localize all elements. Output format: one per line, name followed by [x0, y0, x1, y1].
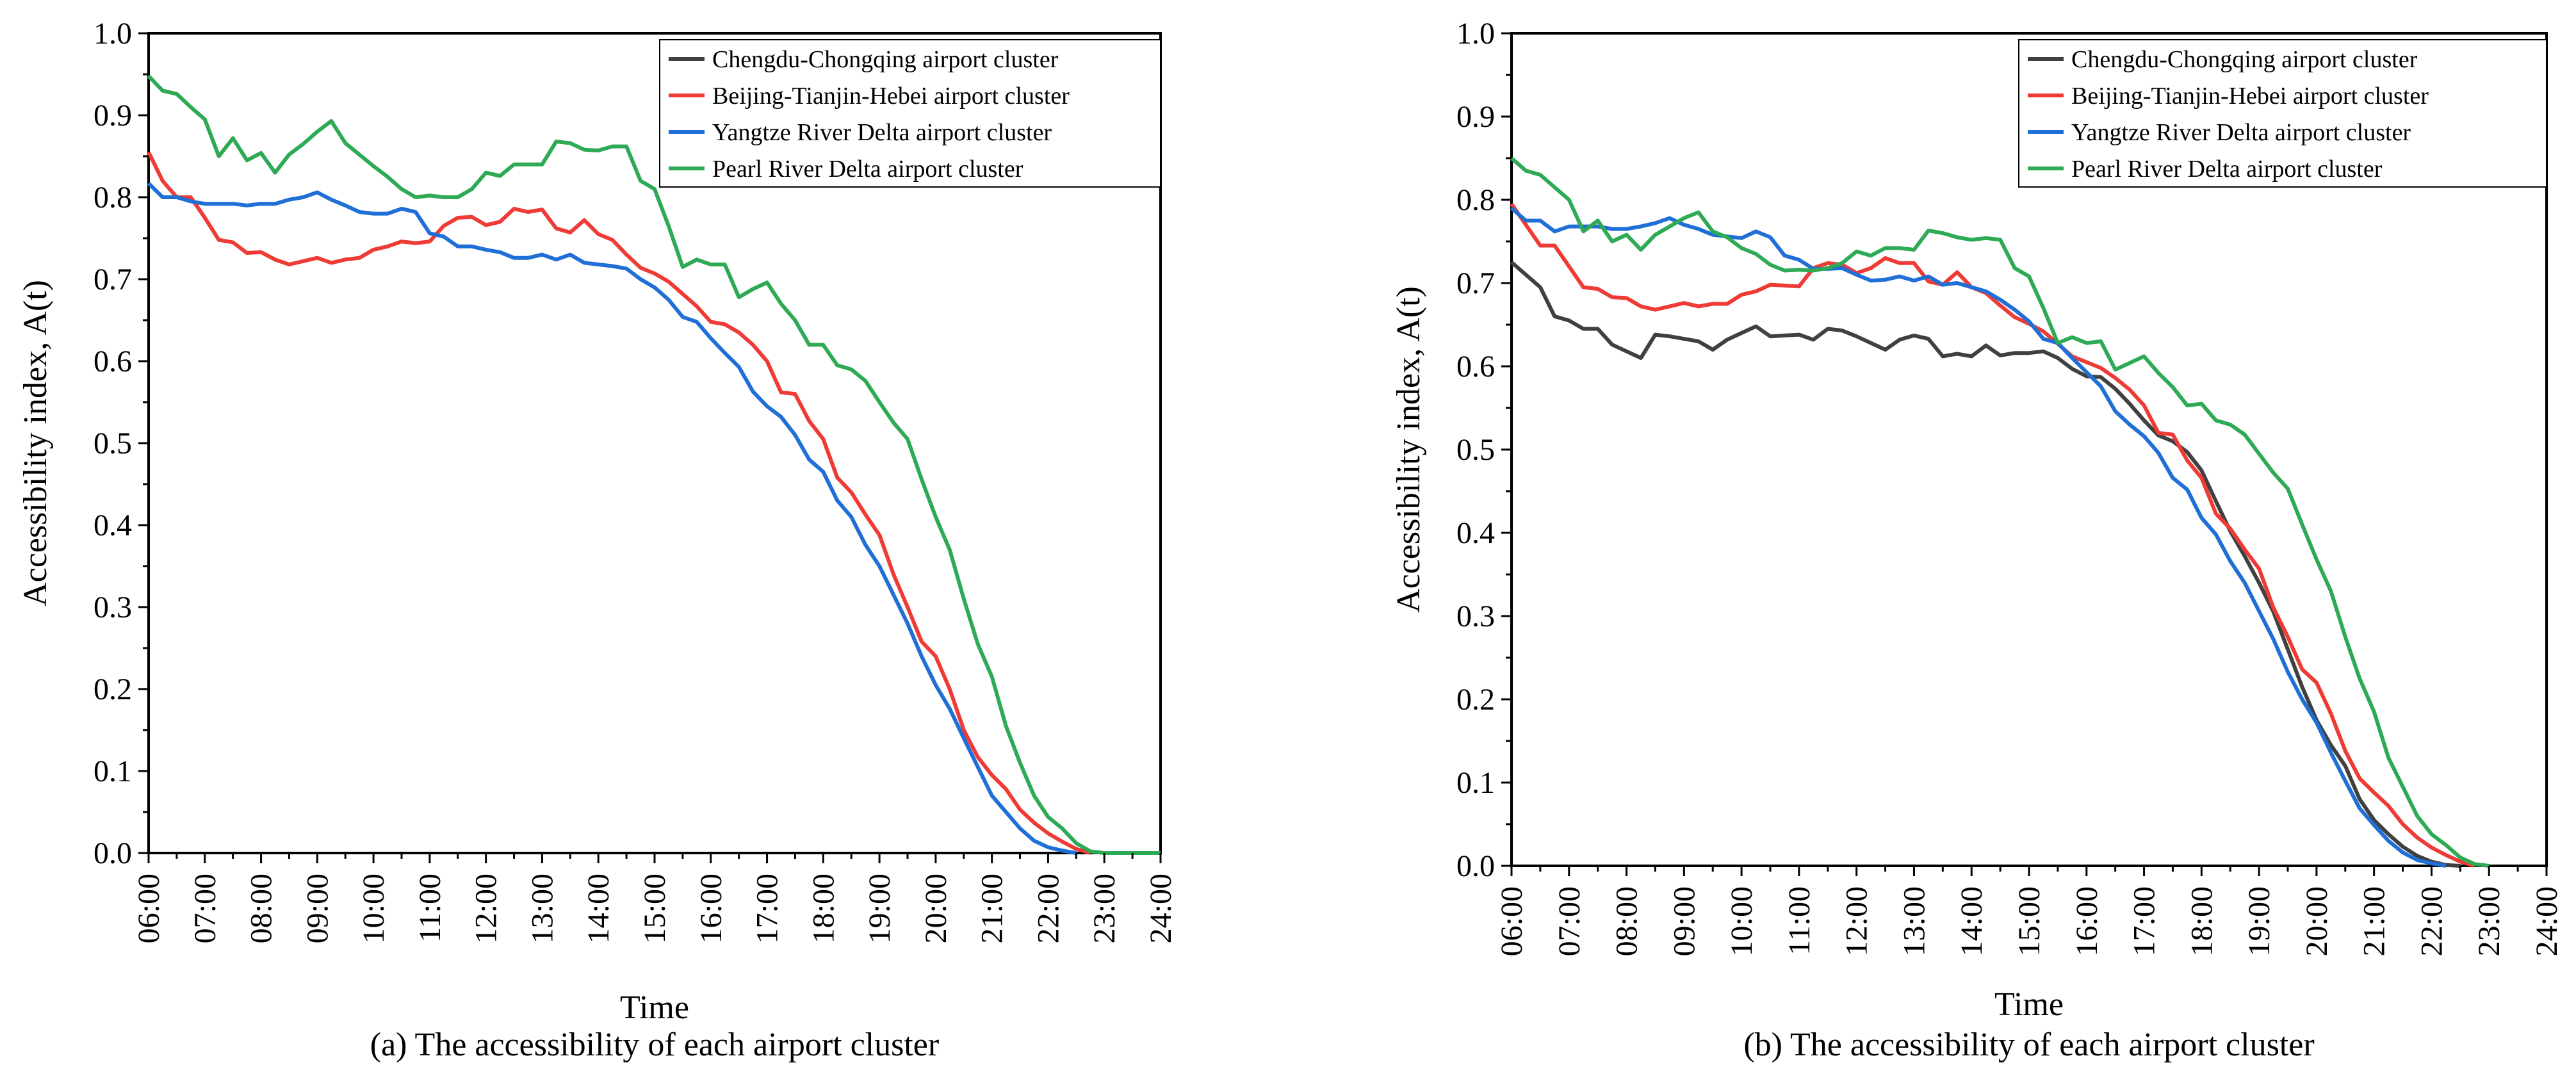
- x-tick-label: 19:00: [863, 874, 897, 943]
- y-tick-label: 0.9: [94, 99, 132, 133]
- x-tick-label: 17:00: [2128, 886, 2162, 956]
- series-line-a-3: [147, 74, 1161, 855]
- series-line-a-2: [147, 182, 1077, 855]
- legend-label: Yangtze River Delta airport cluster: [712, 119, 1052, 146]
- series-layer-a: [147, 74, 1161, 855]
- caption-a: (a) The accessibility of each airport cl…: [370, 1027, 939, 1063]
- y-tick-label: 0.6: [94, 345, 132, 378]
- x-axis-title-b: Time: [1994, 986, 2064, 1023]
- x-axis-title-a: Time: [620, 989, 689, 1026]
- series-line-b-0: [1510, 261, 2461, 868]
- x-tick-label: 21:00: [2358, 886, 2392, 956]
- x-tick-label: 19:00: [2242, 886, 2276, 956]
- x-tick-label: 16:00: [2070, 886, 2104, 956]
- y-tick-label: 0.4: [94, 508, 132, 542]
- legend-label: Chengdu-Chongqing airport cluster: [2071, 46, 2418, 73]
- y-tick-label: 0.1: [94, 754, 132, 788]
- y-tick-label: 1.0: [1456, 17, 1495, 51]
- x-tick-label: 09:00: [300, 874, 334, 943]
- legend-a: Chengdu-Chongqing airport cluster Beijing…: [659, 39, 1161, 188]
- legend-box: [659, 39, 1161, 188]
- legend-label: Pearl River Delta airport cluster: [2071, 156, 2383, 183]
- x-tick-label: 10:00: [1725, 886, 1759, 956]
- x-tick-label: 14:00: [582, 874, 615, 943]
- x-tick-label: 06:00: [132, 874, 166, 943]
- y-tick-label: 0.2: [1456, 683, 1495, 717]
- series-line-b-3: [1510, 156, 2490, 868]
- chart-panel-b: 0.00.10.20.30.40.50.60.70.80.91.0 06:00 0…: [1390, 17, 2564, 1063]
- x-tick-label: 24:00: [2530, 886, 2564, 956]
- series-line-b-1: [1510, 202, 2475, 868]
- series-line-b-2: [1510, 206, 2447, 868]
- legend-label: Yangtze River Delta airport cluster: [2071, 119, 2411, 146]
- legend-label: Chengdu-Chongqing airport cluster: [712, 46, 1059, 73]
- y-tick-label: 0.8: [1456, 183, 1495, 217]
- y-tick-label: 0.2: [94, 672, 132, 706]
- x-tick-label: 12:00: [469, 874, 503, 943]
- y-tick-label: 0.8: [94, 181, 132, 215]
- y-tick-label: 0.4: [1456, 516, 1495, 550]
- y-tick-label: 0.9: [1456, 100, 1495, 134]
- caption-b: (b) The accessibility of each airport cl…: [1743, 1027, 2314, 1063]
- x-tick-label: 23:00: [2472, 886, 2506, 956]
- chart-panel-a: 0.00.10.20.30.40.50.60.70.80.91.0 06:00 0…: [17, 17, 1178, 1063]
- x-tick-label: 24:00: [1144, 874, 1178, 943]
- y-axis-title-a: Accessibility index, A(t): [17, 280, 54, 606]
- x-tick-label: 17:00: [751, 874, 785, 943]
- y-axis-b: 0.0 0.1 0.2 0.3 0.4 0.5 0.6 0.7 0.8 0.9 1.0: [1456, 17, 1512, 883]
- x-tick-label: 09:00: [1667, 886, 1701, 956]
- y-tick-label: 0.3: [94, 590, 132, 624]
- x-tick-label: 07:00: [1553, 886, 1586, 956]
- x-tick-label: 18:00: [2185, 886, 2219, 956]
- x-tick-label: 22:00: [2415, 886, 2449, 956]
- x-tick-label: 16:00: [694, 874, 728, 943]
- x-tick-label: 13:00: [525, 874, 559, 943]
- y-tick-label: 0.0: [1456, 849, 1495, 883]
- x-tick-label: 08:00: [1610, 886, 1644, 956]
- x-tick-label: 12:00: [1840, 886, 1874, 956]
- x-tick-label: 15:00: [2012, 886, 2046, 956]
- x-tick-label: 11:00: [1782, 886, 1816, 955]
- x-tick-label: 18:00: [806, 874, 840, 943]
- legend-label: Pearl River Delta airport cluster: [712, 156, 1023, 183]
- y-tick-label: 0.6: [1456, 350, 1495, 384]
- y-tick-label: 1.0: [94, 17, 132, 51]
- y-tick-label: 0.7: [1456, 266, 1495, 300]
- y-tick-label: 0.5: [1456, 433, 1495, 467]
- x-tick-label: 23:00: [1088, 874, 1121, 943]
- y-tick-label: 0.3: [1456, 599, 1495, 633]
- x-axis-b: 06:00 07:00 08:00 09:00 10:00 11:00 12:00 13:00…: [1495, 866, 2564, 956]
- legend-b: Chengdu-Chongqing airport cluster Beijing…: [2018, 39, 2547, 188]
- x-tick-label: 15:00: [638, 874, 672, 943]
- series-line-a-1: [147, 151, 1091, 855]
- x-tick-label: 14:00: [1955, 886, 1989, 956]
- x-tick-label: 08:00: [245, 874, 279, 943]
- x-tick-label: 20:00: [2300, 886, 2334, 956]
- x-tick-label: 22:00: [1031, 874, 1065, 943]
- y-tick-label: 0.5: [94, 427, 132, 460]
- x-tick-label: 10:00: [357, 874, 391, 943]
- y-axis-a: 0.0 0.1 0.2 0.3 0.4 0.5 0.6 0.7 0.8 0.9 1.0: [94, 17, 149, 870]
- x-tick-label: 20:00: [919, 874, 953, 943]
- x-tick-label: 11:00: [413, 874, 447, 943]
- y-tick-label: 0.1: [1456, 766, 1495, 800]
- x-tick-label: 06:00: [1495, 886, 1529, 956]
- series-layer-b: [1510, 156, 2490, 868]
- y-tick-label: 0.7: [94, 263, 132, 297]
- x-tick-label: 21:00: [975, 874, 1009, 943]
- x-axis-a: 06:00 07:00 08:00 09:00 10:00 11:00 12:00 13:00…: [132, 853, 1178, 943]
- legend-label: Beijing-Tianjin-Hebei airport cluster: [2071, 83, 2429, 110]
- x-tick-label: 07:00: [188, 874, 222, 943]
- legend-box: [2018, 39, 2547, 188]
- y-tick-label: 0.0: [94, 836, 132, 870]
- legend-label: Beijing-Tianjin-Hebei airport cluster: [712, 83, 1070, 110]
- x-tick-label: 13:00: [1897, 886, 1931, 956]
- y-axis-title-b: Accessibility index, A(t): [1390, 286, 1427, 613]
